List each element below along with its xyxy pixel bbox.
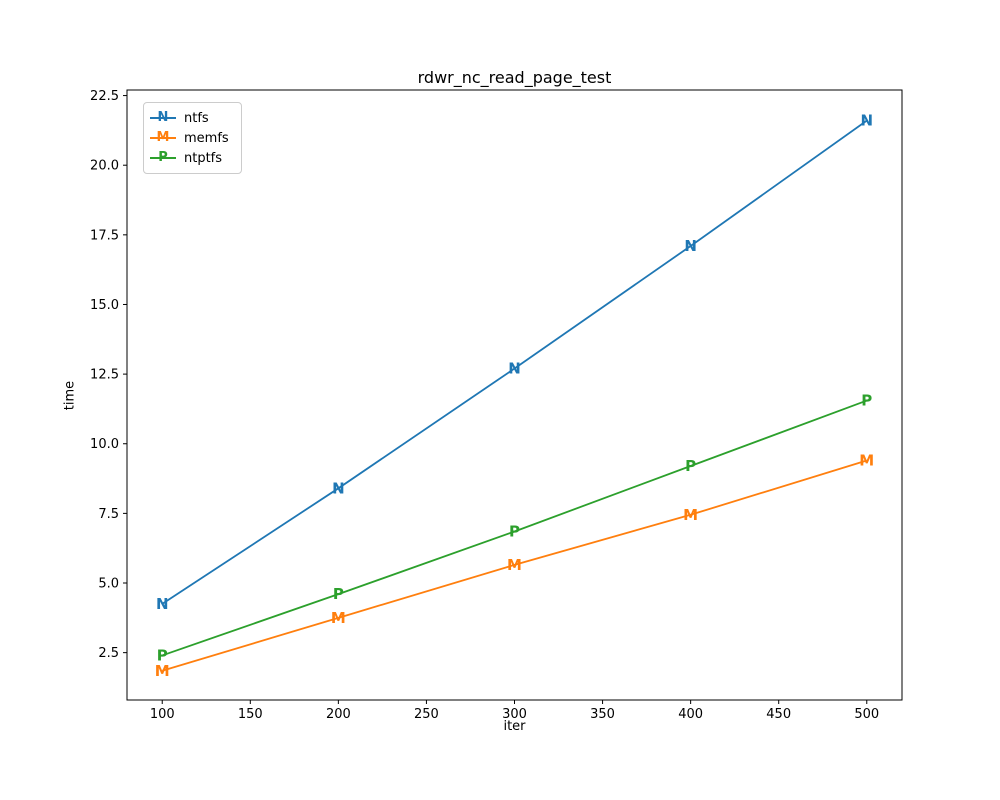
legend-label: memfs — [184, 130, 229, 146]
marker-memfs-400: M — [683, 506, 698, 524]
legend-line — [150, 117, 176, 119]
x-tick-label: 150 — [238, 707, 263, 722]
marker-ntfs-200: N — [332, 479, 345, 497]
marker-memfs-300: M — [507, 556, 522, 574]
marker-ntptfs-500: P — [861, 392, 872, 410]
x-tick-label: 100 — [150, 707, 175, 722]
y-tick-label: 22.5 — [90, 89, 119, 104]
marker-memfs-100: M — [155, 662, 170, 680]
legend-line — [150, 157, 176, 159]
x-tick-label: 300 — [502, 707, 527, 722]
marker-ntptfs-300: P — [509, 522, 520, 540]
marker-ntptfs-400: P — [685, 457, 696, 475]
chart-title: rdwr_nc_read_page_test — [417, 68, 612, 87]
marker-memfs-500: M — [859, 451, 874, 469]
y-tick-label: 7.5 — [98, 507, 119, 522]
x-tick-label: 200 — [326, 707, 351, 722]
y-tick-label: 2.5 — [98, 646, 119, 661]
marker-ntptfs-100: P — [157, 646, 168, 664]
marker-memfs-200: M — [331, 609, 346, 627]
marker-ntfs-500: N — [860, 112, 873, 130]
x-tick-label: 450 — [766, 707, 791, 722]
legend-marker-icon: P — [158, 149, 168, 165]
legend-marker-icon: N — [157, 109, 169, 125]
legend-label: ntfs — [184, 110, 209, 126]
legend-marker-icon: M — [156, 129, 170, 145]
y-tick-label: 12.5 — [90, 368, 119, 383]
y-tick-label: 5.0 — [98, 577, 119, 592]
legend-line-sample: P — [150, 150, 176, 166]
marker-ntptfs-200: P — [333, 585, 344, 603]
legend-line-sample: M — [150, 130, 176, 146]
legend-line — [150, 137, 176, 139]
x-tick-label: 500 — [854, 707, 879, 722]
y-axis-label: time — [62, 380, 78, 411]
y-tick-label: 20.0 — [90, 159, 119, 174]
legend-label: ntptfs — [184, 150, 223, 166]
y-tick-label: 15.0 — [90, 298, 119, 313]
plot-line-ntfs — [161, 119, 868, 605]
x-tick-label: 400 — [678, 707, 703, 722]
axes-spines — [126, 89, 903, 701]
plot-line-ntptfs — [161, 399, 868, 657]
legend-line-sample: N — [150, 110, 176, 126]
x-tick-label: 250 — [414, 707, 439, 722]
x-axis-label: iter — [503, 719, 526, 734]
marker-ntfs-300: N — [508, 360, 521, 378]
y-tick-label: 17.5 — [90, 228, 119, 243]
marker-ntfs-100: N — [156, 595, 169, 613]
marker-ntfs-400: N — [684, 237, 697, 255]
y-tick-label: 10.0 — [90, 437, 119, 452]
plot-line-memfs — [161, 459, 868, 672]
x-tick-label: 350 — [590, 707, 615, 722]
